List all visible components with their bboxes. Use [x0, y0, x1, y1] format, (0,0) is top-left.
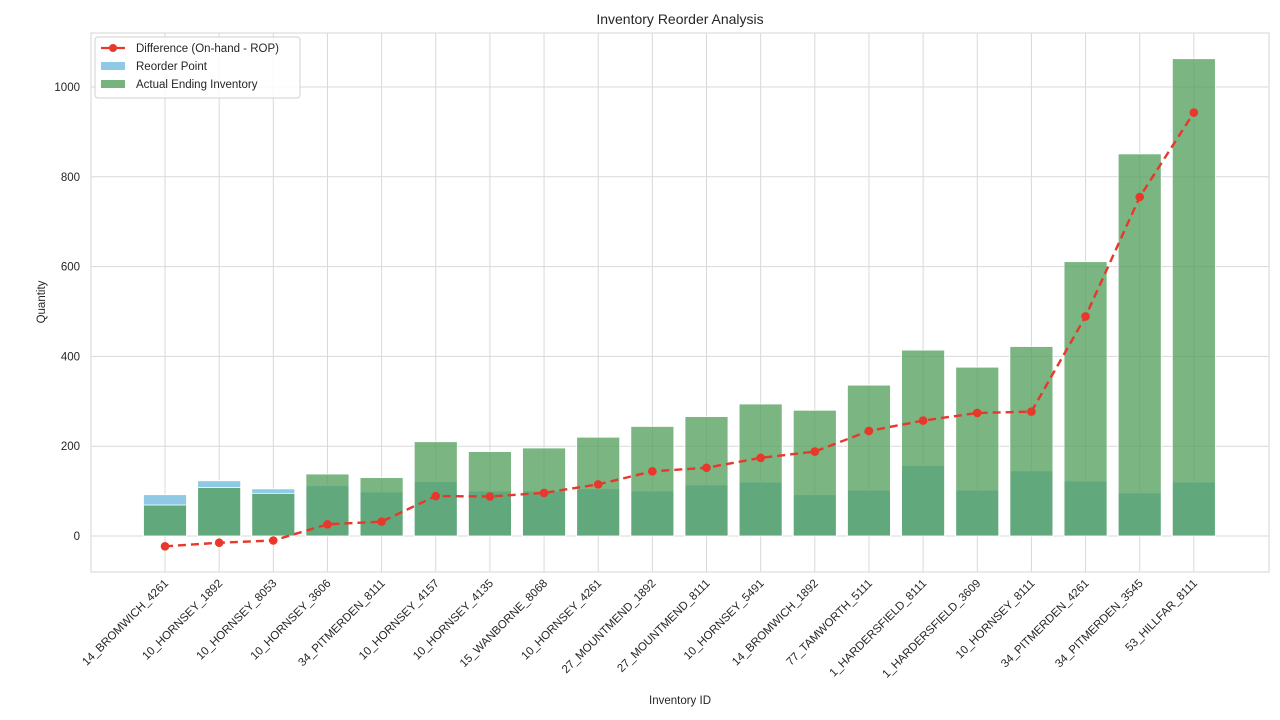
inventory-bar: [359, 477, 404, 537]
difference-marker: [593, 480, 603, 489]
legend-item-reorder-point: Reorder Point: [101, 61, 208, 73]
legend-label: Difference (On-hand - ROP): [136, 43, 279, 55]
x-axis-label: Inventory ID: [649, 695, 711, 707]
difference-marker: [756, 453, 765, 463]
difference-marker: [269, 536, 278, 545]
legend-patch-icon: [101, 62, 125, 70]
x-tick-label: 34_PITMERDEN_3545: [1053, 578, 1146, 671]
difference-marker: [702, 463, 711, 473]
difference-marker: [810, 447, 820, 456]
inventory-bar: [197, 487, 242, 537]
x-tick-label: 27_MOUNTMEND_1892: [560, 578, 658, 676]
inventory-bar: [1117, 153, 1162, 537]
inventory-bar: [1009, 346, 1054, 537]
inventory-bar: [630, 426, 675, 537]
inventory-bar: [847, 384, 891, 537]
x-tick-label: 27_MOUNTMEND_8111: [615, 578, 712, 675]
legend: Difference (On-hand - ROP) Reorder Point…: [94, 36, 301, 99]
difference-marker: [485, 492, 495, 501]
difference-marker: [323, 520, 332, 529]
inventory-bar: [901, 349, 945, 537]
difference-marker: [1189, 108, 1199, 117]
difference-marker: [539, 488, 549, 498]
inventory-bar: [684, 416, 729, 537]
legend-box: [94, 36, 301, 99]
legend-marker-icon: [109, 44, 117, 52]
inventory-bar: [413, 441, 458, 537]
y-axis-ticks: 0 200 400 600 800 1000: [54, 82, 80, 543]
difference-marker: [1135, 192, 1144, 202]
difference-polyline: [164, 111, 1195, 548]
x-tick-label: 34_PITMERDEN_4261: [999, 578, 1092, 671]
y-tick-label: 800: [61, 172, 80, 184]
inventory-bar: [955, 366, 1000, 537]
inventory-bars: [143, 58, 1216, 537]
y-tick-label: 400: [61, 351, 80, 363]
legend-label: Actual Ending Inventory: [136, 79, 258, 91]
inventory-bar: [143, 504, 187, 537]
difference-marker: [648, 467, 657, 476]
y-tick-label: 200: [61, 441, 80, 453]
legend-patch-icon: [101, 80, 125, 88]
chart-title: Inventory Reorder Analysis: [596, 11, 763, 27]
x-tick-label: 15_WANBORNE_8068: [458, 578, 550, 670]
y-tick-label: 0: [74, 531, 80, 543]
x-tick-label: 1_HARDERSFIELD_8111: [827, 578, 929, 680]
y-axis-label: Quantity: [36, 280, 48, 323]
difference-marker: [160, 542, 170, 551]
inventory-bar: [738, 403, 783, 537]
difference-marker: [864, 426, 874, 436]
legend-label: Reorder Point: [136, 61, 208, 73]
difference-marker: [377, 517, 386, 526]
x-axis-ticks: 14_BROMWICH_426110_HORNSEY_189210_HORNSE…: [80, 578, 1200, 681]
inventory-bar: [1171, 58, 1216, 537]
difference-marker: [1081, 312, 1090, 321]
difference-marker: [431, 491, 441, 501]
x-tick-label: 14_BROMWICH_4261: [80, 578, 171, 669]
difference-line: [160, 108, 1199, 551]
difference-marker: [214, 538, 224, 548]
difference-marker: [918, 416, 928, 425]
legend-item-difference: Difference (On-hand - ROP): [101, 43, 279, 55]
difference-marker: [1027, 407, 1036, 416]
inventory-bar: [792, 409, 837, 537]
legend-item-actual-inventory: Actual Ending Inventory: [101, 79, 258, 91]
difference-marker: [972, 408, 982, 418]
y-tick-label: 1000: [54, 82, 80, 94]
inventory-bar: [251, 492, 296, 537]
y-tick-label: 600: [61, 262, 80, 274]
inventory-bar: [1063, 261, 1108, 537]
x-tick-label: 1_HARDERSFIELD_3609: [880, 578, 983, 681]
